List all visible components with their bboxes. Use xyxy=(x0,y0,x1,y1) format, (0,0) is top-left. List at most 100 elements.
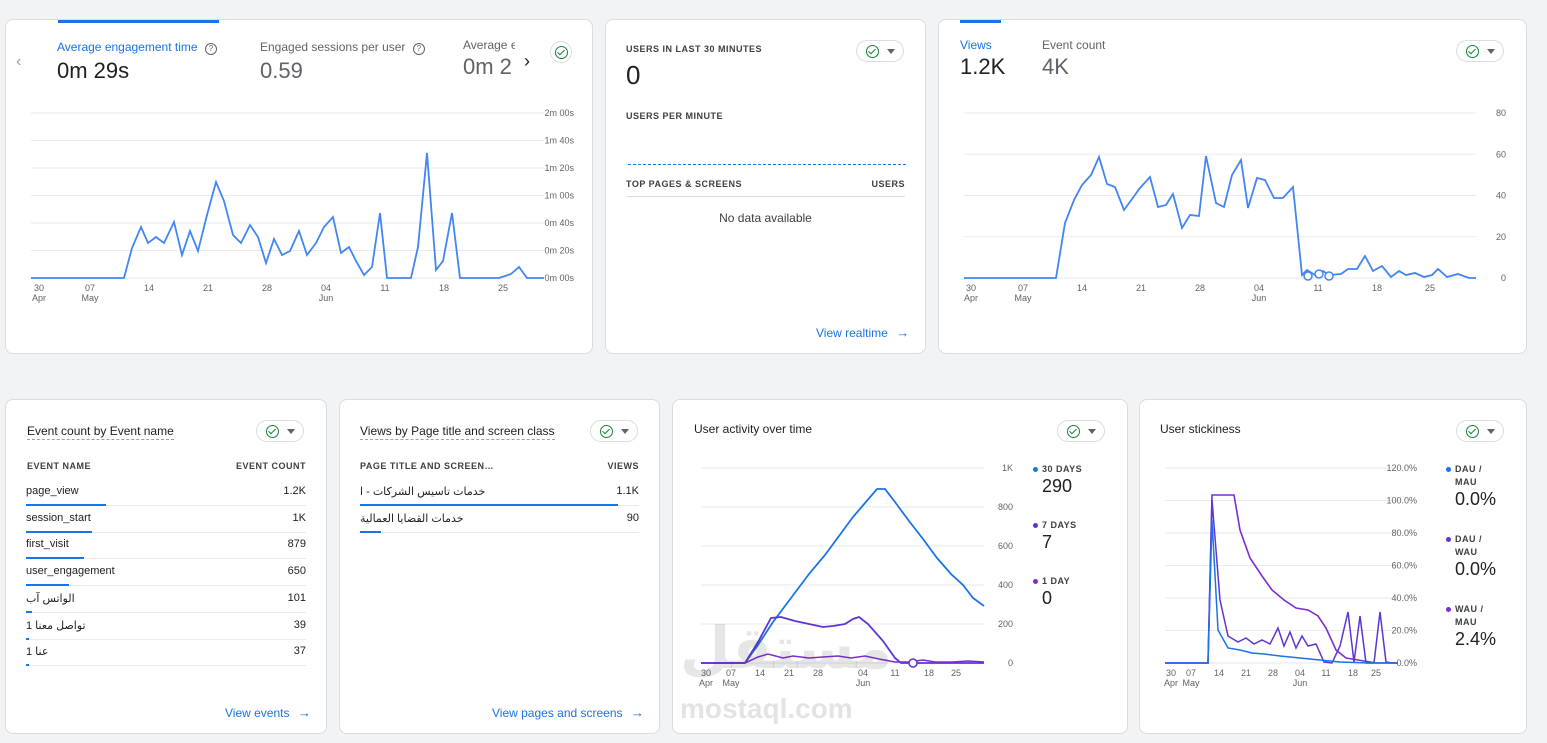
legend-item: 30 DAYS 290 xyxy=(1033,464,1082,497)
view-events-link[interactable]: View events → xyxy=(225,704,311,722)
data-point-marker xyxy=(1303,271,1313,281)
x-tick-sublabel: Jun xyxy=(1252,293,1267,303)
legend-item: 7 DAYS 7 xyxy=(1033,520,1077,553)
next-arrow-icon[interactable]: › xyxy=(524,51,530,71)
legend-label-text: 7 DAYS xyxy=(1042,520,1077,530)
row-share-bar xyxy=(360,530,381,533)
view-realtime-link[interactable]: View realtime → xyxy=(816,324,909,342)
metric-tab-avg-e[interactable]: Average e 0m 2 xyxy=(463,38,515,80)
x-tick-sublabel: Apr xyxy=(1164,678,1178,688)
y-tick-label: 0 xyxy=(1008,658,1013,668)
metric-value: 1.2K xyxy=(960,54,1006,79)
x-tick-label: 28 xyxy=(813,668,823,678)
y-axis-labels: 2m 00s 1m 40s 1m 20s 1m 00s 0m 40s 0m 20s 0m 0… xyxy=(544,108,574,283)
data-point-marker xyxy=(1324,271,1334,281)
legend-label-line2: WAU xyxy=(1455,547,1478,557)
user-activity-card: User activity over time 1K 800 600 400 200 0 … xyxy=(672,399,1128,734)
view-pages-link[interactable]: View pages and screens → xyxy=(492,704,644,722)
y-tick-label: 600 xyxy=(998,541,1013,551)
row-name: خدمات تاسيس الشركات - ا xyxy=(360,486,486,498)
y-tick-label: 400 xyxy=(998,580,1013,590)
engagement-series-line xyxy=(31,152,544,279)
row-name: الواتس آب xyxy=(26,592,75,605)
card-title[interactable]: Event count by Event name xyxy=(27,422,174,440)
legend-label-text: 1 DAY xyxy=(1042,576,1071,586)
table-row[interactable]: الواتس آب 101 xyxy=(26,586,306,613)
data-point-marker xyxy=(1314,269,1324,279)
table-row[interactable]: عنا 1 37 xyxy=(26,639,306,667)
legend-label: 7 DAYS xyxy=(1033,520,1077,530)
check-status-dropdown[interactable] xyxy=(1456,420,1504,442)
y-tick-label: 40.0% xyxy=(1391,593,1417,603)
metric-tab-engaged-sessions[interactable]: Engaged sessions per user ? 0.59 xyxy=(260,38,425,84)
event-name-header: EVENT NAME xyxy=(27,461,92,471)
metric-value: 0m 2 xyxy=(463,54,512,79)
row-share-bar xyxy=(26,584,70,587)
table-row[interactable]: تواصل معنا 1 39 xyxy=(26,613,306,640)
check-status-dropdown[interactable] xyxy=(1057,420,1105,442)
check-status-dropdown[interactable] xyxy=(590,420,638,442)
legend-label: DAU / xyxy=(1446,534,1496,544)
metric-tab-avg-engagement[interactable]: Average engagement time ? 0m 29s xyxy=(57,38,217,84)
table-row[interactable]: خدمات تاسيس الشركات - ا 1.1K xyxy=(360,479,639,506)
help-icon[interactable]: ? xyxy=(205,43,217,55)
metric-tab-views[interactable]: Views 1.2K xyxy=(960,38,1005,80)
x-tick-label: 18 xyxy=(924,668,934,678)
legend-label-text: DAU / xyxy=(1455,534,1482,544)
table-row[interactable]: خدمات القضايا العمالية 90 xyxy=(360,506,639,533)
x-tick-sublabel: May xyxy=(1182,678,1200,688)
x-tick-label: 14 xyxy=(755,668,765,678)
metric-value: 0m 29s xyxy=(57,58,130,83)
y-tick-label: 0 xyxy=(1501,273,1506,283)
metric-label: Views xyxy=(960,38,992,52)
legend-value: 0.0% xyxy=(1455,489,1497,509)
view-events-label: View events xyxy=(225,706,290,720)
check-status-icon[interactable] xyxy=(550,41,572,63)
y-tick-label: 100.0% xyxy=(1386,496,1417,506)
table-row[interactable]: page_view 1.2K xyxy=(26,479,306,506)
x-tick-label: 25 xyxy=(1371,668,1381,678)
x-tick-sublabel: Jun xyxy=(856,678,871,688)
y-tick-label: 0m 00s xyxy=(544,273,574,283)
series-dau-mau xyxy=(1165,519,1398,664)
realtime-users-value: 0 xyxy=(626,60,641,90)
arrow-right-icon: → xyxy=(297,705,311,720)
check-status-dropdown[interactable] xyxy=(256,420,304,442)
y-tick-label: 40 xyxy=(1496,191,1506,201)
y-tick-label: 60 xyxy=(1496,149,1506,159)
legend-dot-icon xyxy=(1033,579,1038,585)
x-tick-label: 04 xyxy=(1254,283,1264,293)
check-status-dropdown[interactable] xyxy=(856,40,904,62)
help-icon[interactable]: ? xyxy=(412,43,425,55)
event-count-title: Event count by Event name xyxy=(27,424,174,440)
table-row[interactable]: session_start 1K xyxy=(26,506,306,533)
row-share-bar xyxy=(26,557,85,560)
x-tick-label: 07 xyxy=(1018,283,1028,293)
x-tick-sublabel: Jun xyxy=(319,293,334,303)
arrow-right-icon: → xyxy=(630,705,644,720)
x-tick-label: 07 xyxy=(726,668,736,678)
metric-tab-event-count[interactable]: Event count 4K xyxy=(1042,38,1105,80)
gridlines xyxy=(1165,467,1398,664)
table-row[interactable]: user_engagement 650 xyxy=(26,559,306,587)
y-axis-labels: 1K 800 600 400 200 0 xyxy=(998,463,1013,668)
x-tick-sublabel: May xyxy=(81,293,99,303)
legend-item: DAU / WAU 0.0% xyxy=(1446,534,1496,580)
row-name: تواصل معنا 1 xyxy=(26,619,86,632)
check-status-dropdown[interactable] xyxy=(1456,40,1504,62)
card-title[interactable]: Views by Page title and screen class xyxy=(360,422,555,440)
table-row[interactable]: first_visit 879 xyxy=(26,532,306,560)
x-tick-label: 28 xyxy=(262,283,272,293)
prev-arrow-icon[interactable]: ‹ xyxy=(16,53,22,70)
series-wau-mau xyxy=(1165,494,1398,664)
row-name: خدمات القضايا العمالية xyxy=(360,512,464,525)
x-tick-label: 25 xyxy=(1425,283,1435,293)
row-value: 37 xyxy=(293,645,306,658)
y-tick-label: 2m 00s xyxy=(544,108,574,118)
x-tick-sublabel: May xyxy=(722,678,740,688)
